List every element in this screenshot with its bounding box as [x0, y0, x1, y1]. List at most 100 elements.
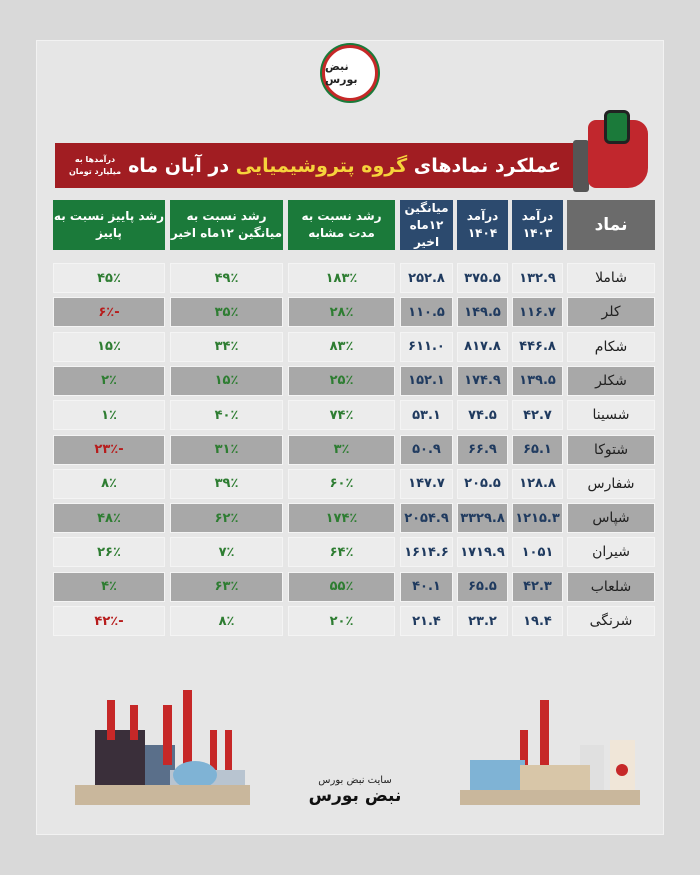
value-cell: ۱٪	[53, 400, 165, 431]
value-cell: ۸٪	[53, 468, 165, 499]
value-cell: ۱۷۱۹.۹	[457, 537, 508, 568]
value-cell: ۴۴۶.۸	[512, 331, 563, 362]
footer-branding: سایت نبض بورس نبض بورس	[290, 775, 420, 806]
factory-illustration-right	[460, 700, 640, 805]
value-cell: ۱۱۰.۵	[400, 297, 453, 328]
symbol-cell: شاملا	[567, 263, 655, 293]
value-cell: ۱۲۸.۸	[512, 468, 563, 499]
value-cell: ۴۵٪	[53, 263, 165, 293]
symbol-cell: شپاس	[567, 503, 655, 534]
value-cell: ۱۵٪	[170, 365, 283, 396]
value-cell: ۶۵.۱	[512, 434, 563, 465]
column-header: درآمد ۱۴۰۴	[457, 200, 508, 250]
value-cell: ۵۳.۱	[400, 400, 453, 431]
value-cell: ۱۴۷.۷	[400, 468, 453, 499]
table-row: شکام ۴۴۶.۸ ۸۱۷.۸ ۶۱۱.۰ ۸۳٪ ۳۴٪ ۱۵٪	[53, 331, 655, 362]
title-part2: در آبان ماه	[128, 154, 236, 177]
value-cell: -۴۲٪	[53, 606, 165, 636]
fist-holding-card-icon	[588, 110, 648, 188]
value-cell: ۲۳.۲	[457, 606, 508, 636]
value-cell: ۲۰۵.۵	[457, 468, 508, 499]
value-cell: ۳۴٪	[170, 331, 283, 362]
value-cell: ۲۵۲.۸	[400, 263, 453, 293]
symbol-cell: شکام	[567, 331, 655, 362]
symbol-cell: کلر	[567, 297, 655, 328]
symbol-cell: شتوکا	[567, 434, 655, 465]
value-cell: ۶۲٪	[170, 503, 283, 534]
value-cell: ۱۴۹.۵	[457, 297, 508, 328]
symbol-cell: شفارس	[567, 468, 655, 499]
table-row: شسینا ۴۲.۷ ۷۴.۵ ۵۳.۱ ۷۴٪ ۴۰٪ ۱٪	[53, 400, 655, 431]
value-cell: ۲٪	[53, 365, 165, 396]
value-cell: ۶۴٪	[288, 537, 395, 568]
value-cell: ۱۳۹.۵	[512, 365, 563, 396]
value-cell: ۴۰.۱	[400, 571, 453, 602]
cuff-decoration	[573, 140, 589, 192]
table-row: شرنگی ۱۹.۴ ۲۳.۲ ۲۱.۴ ۲۰٪ ۸٪ -۴۲٪	[53, 606, 655, 636]
title-banner: عملکرد نمادهای گروه پتروشیمیایی در آبان …	[55, 143, 575, 188]
value-cell: ۷۴٪	[288, 400, 395, 431]
column-header: رشد نسبت به میانگین ۱۲ماه اخیر	[170, 200, 283, 250]
value-cell: ۴۲.۷	[512, 400, 563, 431]
symbol-cell: شسینا	[567, 400, 655, 431]
value-cell: ۶۱۱.۰	[400, 331, 453, 362]
column-header: رشد پاییز نسبت به پاییز	[53, 200, 165, 250]
value-cell: ۸۱۷.۸	[457, 331, 508, 362]
table-row: شلعاب ۴۲.۳ ۶۵.۵ ۴۰.۱ ۵۵٪ ۶۳٪ ۴٪	[53, 571, 655, 602]
value-cell: ۲۶٪	[53, 537, 165, 568]
table-row: کلر ۱۱۶.۷ ۱۴۹.۵ ۱۱۰.۵ ۲۸٪ ۳۵٪ -۶٪	[53, 297, 655, 328]
value-cell: ۴۲.۳	[512, 571, 563, 602]
value-cell: ۴۸٪	[53, 503, 165, 534]
symbol-cell: شکلر	[567, 365, 655, 396]
value-cell: ۶۵.۵	[457, 571, 508, 602]
value-cell: ۲۰٪	[288, 606, 395, 636]
symbol-cell: شرنگی	[567, 606, 655, 636]
table-row: شیران ۱۰۵۱ ۱۷۱۹.۹ ۱۶۱۴.۶ ۶۴٪ ۷٪ ۲۶٪	[53, 537, 655, 568]
value-cell: ۵۰.۹	[400, 434, 453, 465]
value-cell: ۳٪	[288, 434, 395, 465]
column-header: نماد	[567, 200, 655, 250]
symbol-cell: شیران	[567, 537, 655, 568]
value-cell: ۶۶.۹	[457, 434, 508, 465]
value-cell: ۵۵٪	[288, 571, 395, 602]
value-cell: ۳۱٪	[170, 434, 283, 465]
symbol-cell: شلعاب	[567, 571, 655, 602]
value-cell: ۳۷۵.۵	[457, 263, 508, 293]
value-cell: ۴۰٪	[170, 400, 283, 431]
value-cell: ۴۹٪	[170, 263, 283, 293]
logo-text: نبض بورس	[325, 60, 358, 86]
value-cell: ۸٪	[170, 606, 283, 636]
value-cell: ۱۷۴.۹	[457, 365, 508, 396]
table-row: شپاس ۱۲۱۵.۳ ۳۳۲۹.۸ ۲۰۵۴.۹ ۱۷۴٪ ۶۲٪ ۴۸٪	[53, 503, 655, 534]
value-cell: ۱۳۲.۹	[512, 263, 563, 293]
site-logo: نبض بورس	[308, 786, 402, 806]
column-header: درآمد ۱۴۰۳	[512, 200, 563, 250]
value-cell: ۱۲۱۵.۳	[512, 503, 563, 534]
value-cell: ۲۱.۴	[400, 606, 453, 636]
value-cell: ۱۱۶.۷	[512, 297, 563, 328]
value-cell: ۷۴.۵	[457, 400, 508, 431]
value-cell: ۲۵٪	[288, 365, 395, 396]
title-highlight: گروه پتروشیمیایی	[235, 154, 408, 177]
value-cell: ۲۸٪	[288, 297, 395, 328]
table-header: نماد درآمد ۱۴۰۳ درآمد ۱۴۰۴ میانگین ۱۲ماه اخ…	[53, 200, 655, 250]
title-part1: عملکرد نمادهای	[407, 154, 561, 177]
value-cell: ۶۰٪	[288, 468, 395, 499]
table-row: شتوکا ۶۵.۱ ۶۶.۹ ۵۰.۹ ۳٪ ۳۱٪ -۲۳٪	[53, 434, 655, 465]
factory-illustration-left	[75, 690, 250, 805]
value-cell: ۱۸۳٪	[288, 263, 395, 293]
value-cell: ۱۹.۴	[512, 606, 563, 636]
value-cell: ۳۹٪	[170, 468, 283, 499]
value-cell: ۲۰۵۴.۹	[400, 503, 453, 534]
value-cell: -۶٪	[53, 297, 165, 328]
value-cell: ۱۰۵۱	[512, 537, 563, 568]
value-cell: ۶۳٪	[170, 571, 283, 602]
value-cell: -۲۳٪	[53, 434, 165, 465]
site-label: سایت نبض بورس	[318, 775, 392, 786]
value-cell: ۳۵٪	[170, 297, 283, 328]
table-row: شفارس ۱۲۸.۸ ۲۰۵.۵ ۱۴۷.۷ ۶۰٪ ۳۹٪ ۸٪	[53, 468, 655, 499]
column-header: رشد نسبت به مدت مشابه	[288, 200, 395, 250]
value-cell: ۱۶۱۴.۶	[400, 537, 453, 568]
value-cell: ۱۵۲.۱	[400, 365, 453, 396]
table-row: شکلر ۱۳۹.۵ ۱۷۴.۹ ۱۵۲.۱ ۲۵٪ ۱۵٪ ۲٪	[53, 365, 655, 396]
